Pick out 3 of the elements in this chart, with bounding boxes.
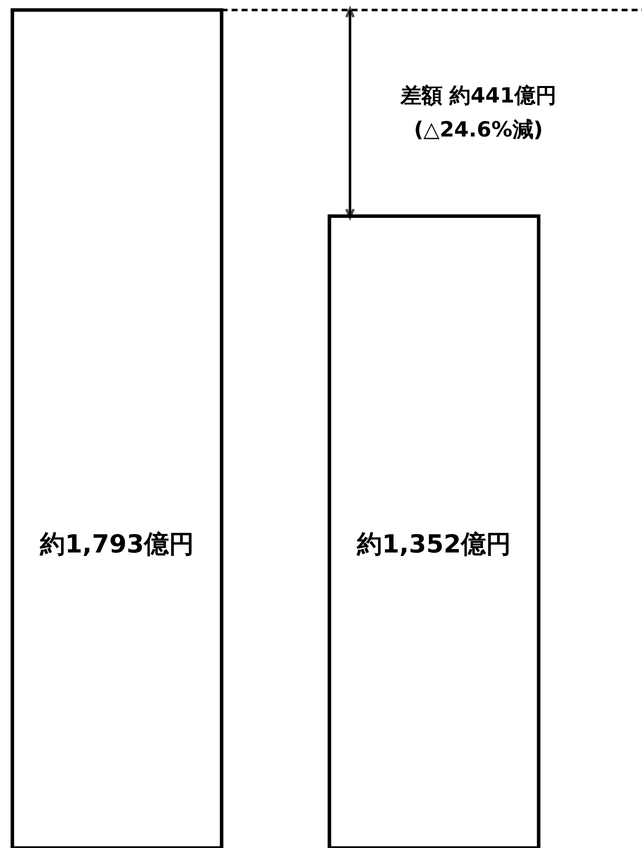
data-label: 約1,793億円 (38, 530, 194, 559)
annotation: 差額 約441億円 (△24.6%減) (399, 84, 556, 142)
data-label: 約1,352億円 (356, 530, 512, 559)
